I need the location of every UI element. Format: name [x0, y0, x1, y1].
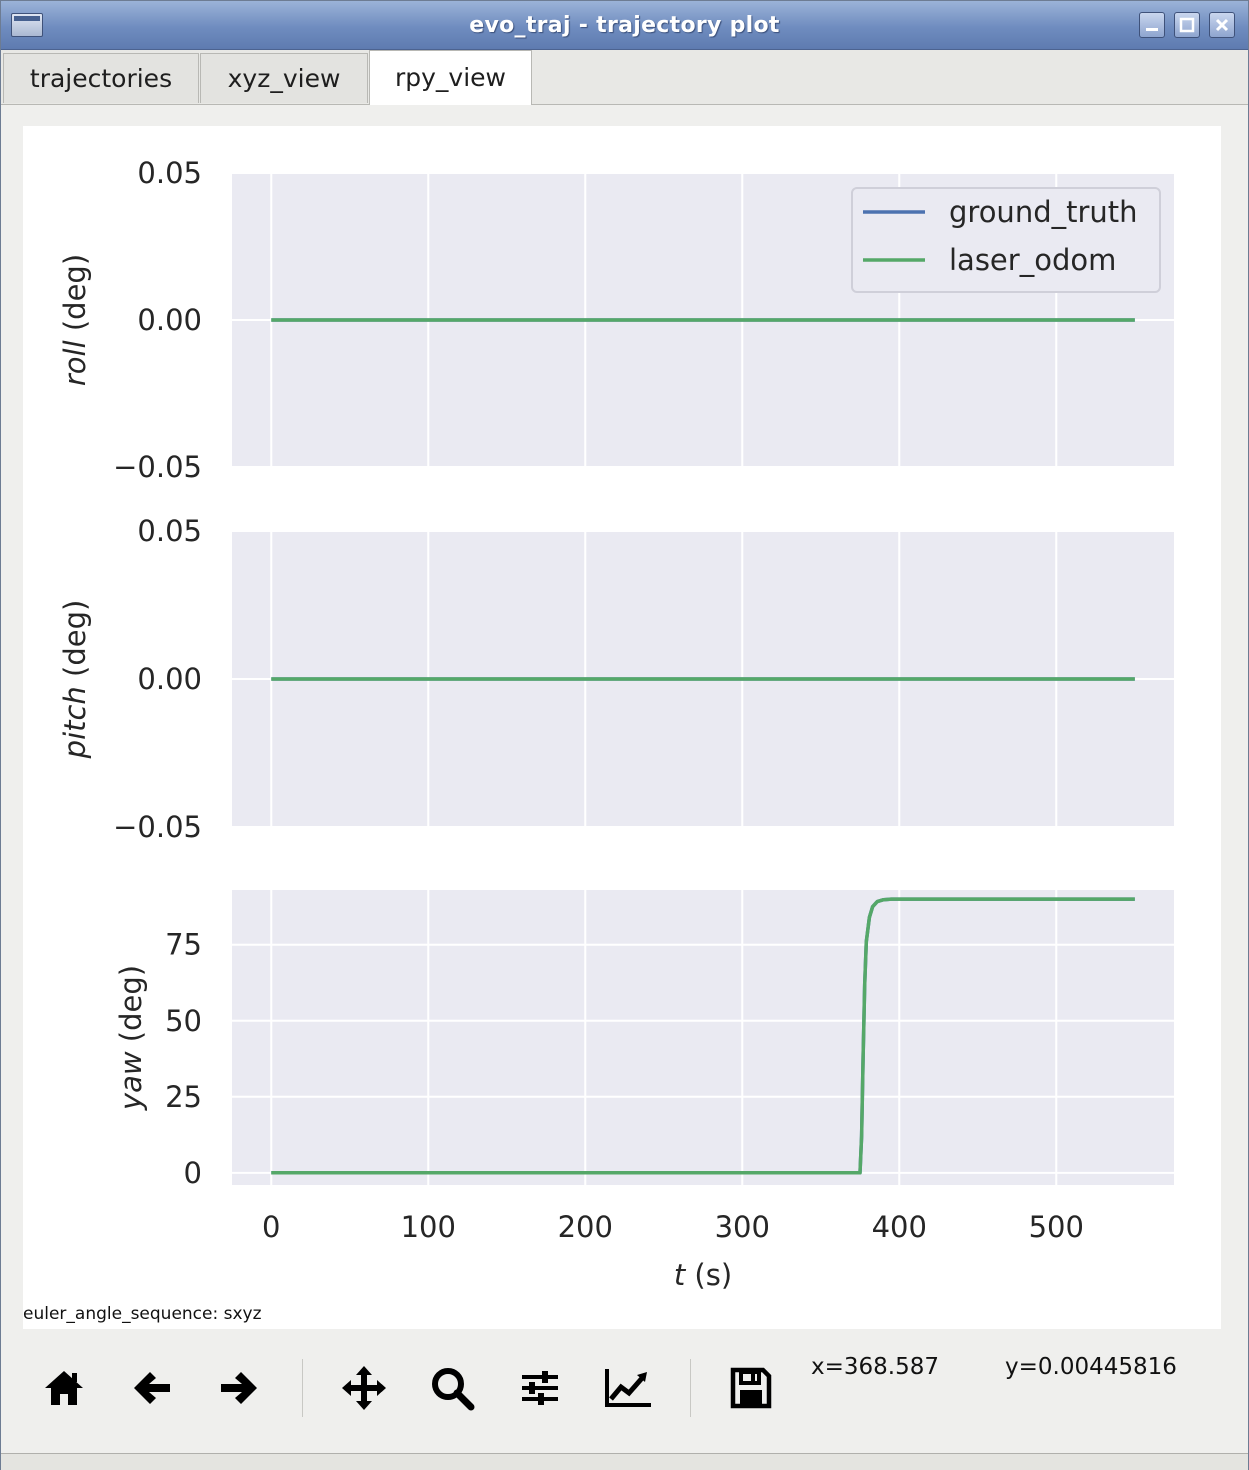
title-bar[interactable]: evo_traj - trajectory plot [1, 1, 1248, 50]
tab-bar: trajectories xyz_view rpy_view [1, 50, 1248, 105]
legend-frame [851, 187, 1161, 293]
zoom-icon[interactable] [424, 1363, 480, 1413]
legend: ground_truth laser_odom [851, 187, 1161, 293]
y-tick-label: 75 [165, 928, 202, 962]
configure-subplots-icon[interactable] [512, 1363, 568, 1413]
yaw-axis-label: yaw (deg) [114, 965, 148, 1111]
minimize-icon[interactable] [1139, 12, 1165, 38]
yaw-plot-area [232, 890, 1174, 1185]
window-bottom-edge [1, 1453, 1248, 1470]
legend-label-laser_odom: laser_odom [949, 243, 1116, 277]
forward-icon[interactable] [211, 1363, 267, 1413]
pitch-subplot: 0.05 0.00 −0.05 pitch (deg) [58, 514, 1174, 844]
window-menu-icon[interactable] [11, 13, 43, 37]
x-tick-label: 200 [558, 1210, 613, 1244]
pan-icon[interactable] [336, 1363, 392, 1413]
tab-xyz-view[interactable]: xyz_view [200, 53, 368, 103]
y-tick-label: 25 [165, 1080, 202, 1114]
x-tick-label: 300 [715, 1210, 770, 1244]
x-tick-label: 100 [401, 1210, 456, 1244]
navigation-toolbar: x=368.587 y=0.00445816 [1, 1331, 1248, 1441]
y-tick-label: −0.05 [113, 810, 202, 844]
cursor-x-readout: x=368.587 [811, 1354, 939, 1380]
save-icon[interactable] [723, 1363, 779, 1413]
x-tick-label: 500 [1029, 1210, 1084, 1244]
cursor-y-readout: y=0.00445816 [1005, 1354, 1177, 1380]
y-tick-label: 0.05 [137, 156, 202, 190]
y-tick-label: 0 [184, 1156, 202, 1190]
window-title: evo_traj - trajectory plot [469, 13, 780, 38]
x-tick-label: 400 [872, 1210, 927, 1244]
y-tick-label: 0.00 [137, 662, 202, 696]
home-icon[interactable] [36, 1363, 92, 1413]
laser_odom-line [271, 897, 1135, 1175]
toolbar-separator [690, 1359, 691, 1417]
tab-rpy-view[interactable]: rpy_view [369, 50, 532, 105]
y-tick-label: 0.00 [137, 303, 202, 337]
toolbar-separator [302, 1359, 303, 1417]
y-tick-label: 0.05 [137, 514, 202, 548]
edit-axes-icon[interactable] [600, 1363, 656, 1413]
pitch-axis-label: pitch (deg) [58, 600, 92, 760]
y-tick-label: 50 [165, 1004, 202, 1038]
y-tick-label: −0.05 [113, 450, 202, 484]
back-icon[interactable] [124, 1363, 180, 1413]
maximize-icon[interactable] [1174, 12, 1200, 38]
roll-axis-label: roll (deg) [58, 254, 92, 386]
euler-sequence-note: euler_angle_sequence: sxyz [23, 1304, 262, 1324]
rpy-figure[interactable]: 0.05 0.00 −0.05 roll (deg) ground_truthlaser… [23, 126, 1221, 1329]
tab-trajectories[interactable]: trajectories [3, 53, 199, 103]
time-axis-label: t (s) [674, 1258, 732, 1292]
legend-label-ground_truth: ground_truth [949, 195, 1138, 229]
roll-subplot: 0.05 0.00 −0.05 roll (deg) ground_truthlaser… [58, 156, 1174, 484]
x-tick-label: 0 [262, 1210, 280, 1244]
close-icon[interactable] [1209, 12, 1235, 38]
yaw-subplot: 0 25 50 75 0 100 200 300 400 500 yaw (deg) t (s) [114, 890, 1174, 1292]
